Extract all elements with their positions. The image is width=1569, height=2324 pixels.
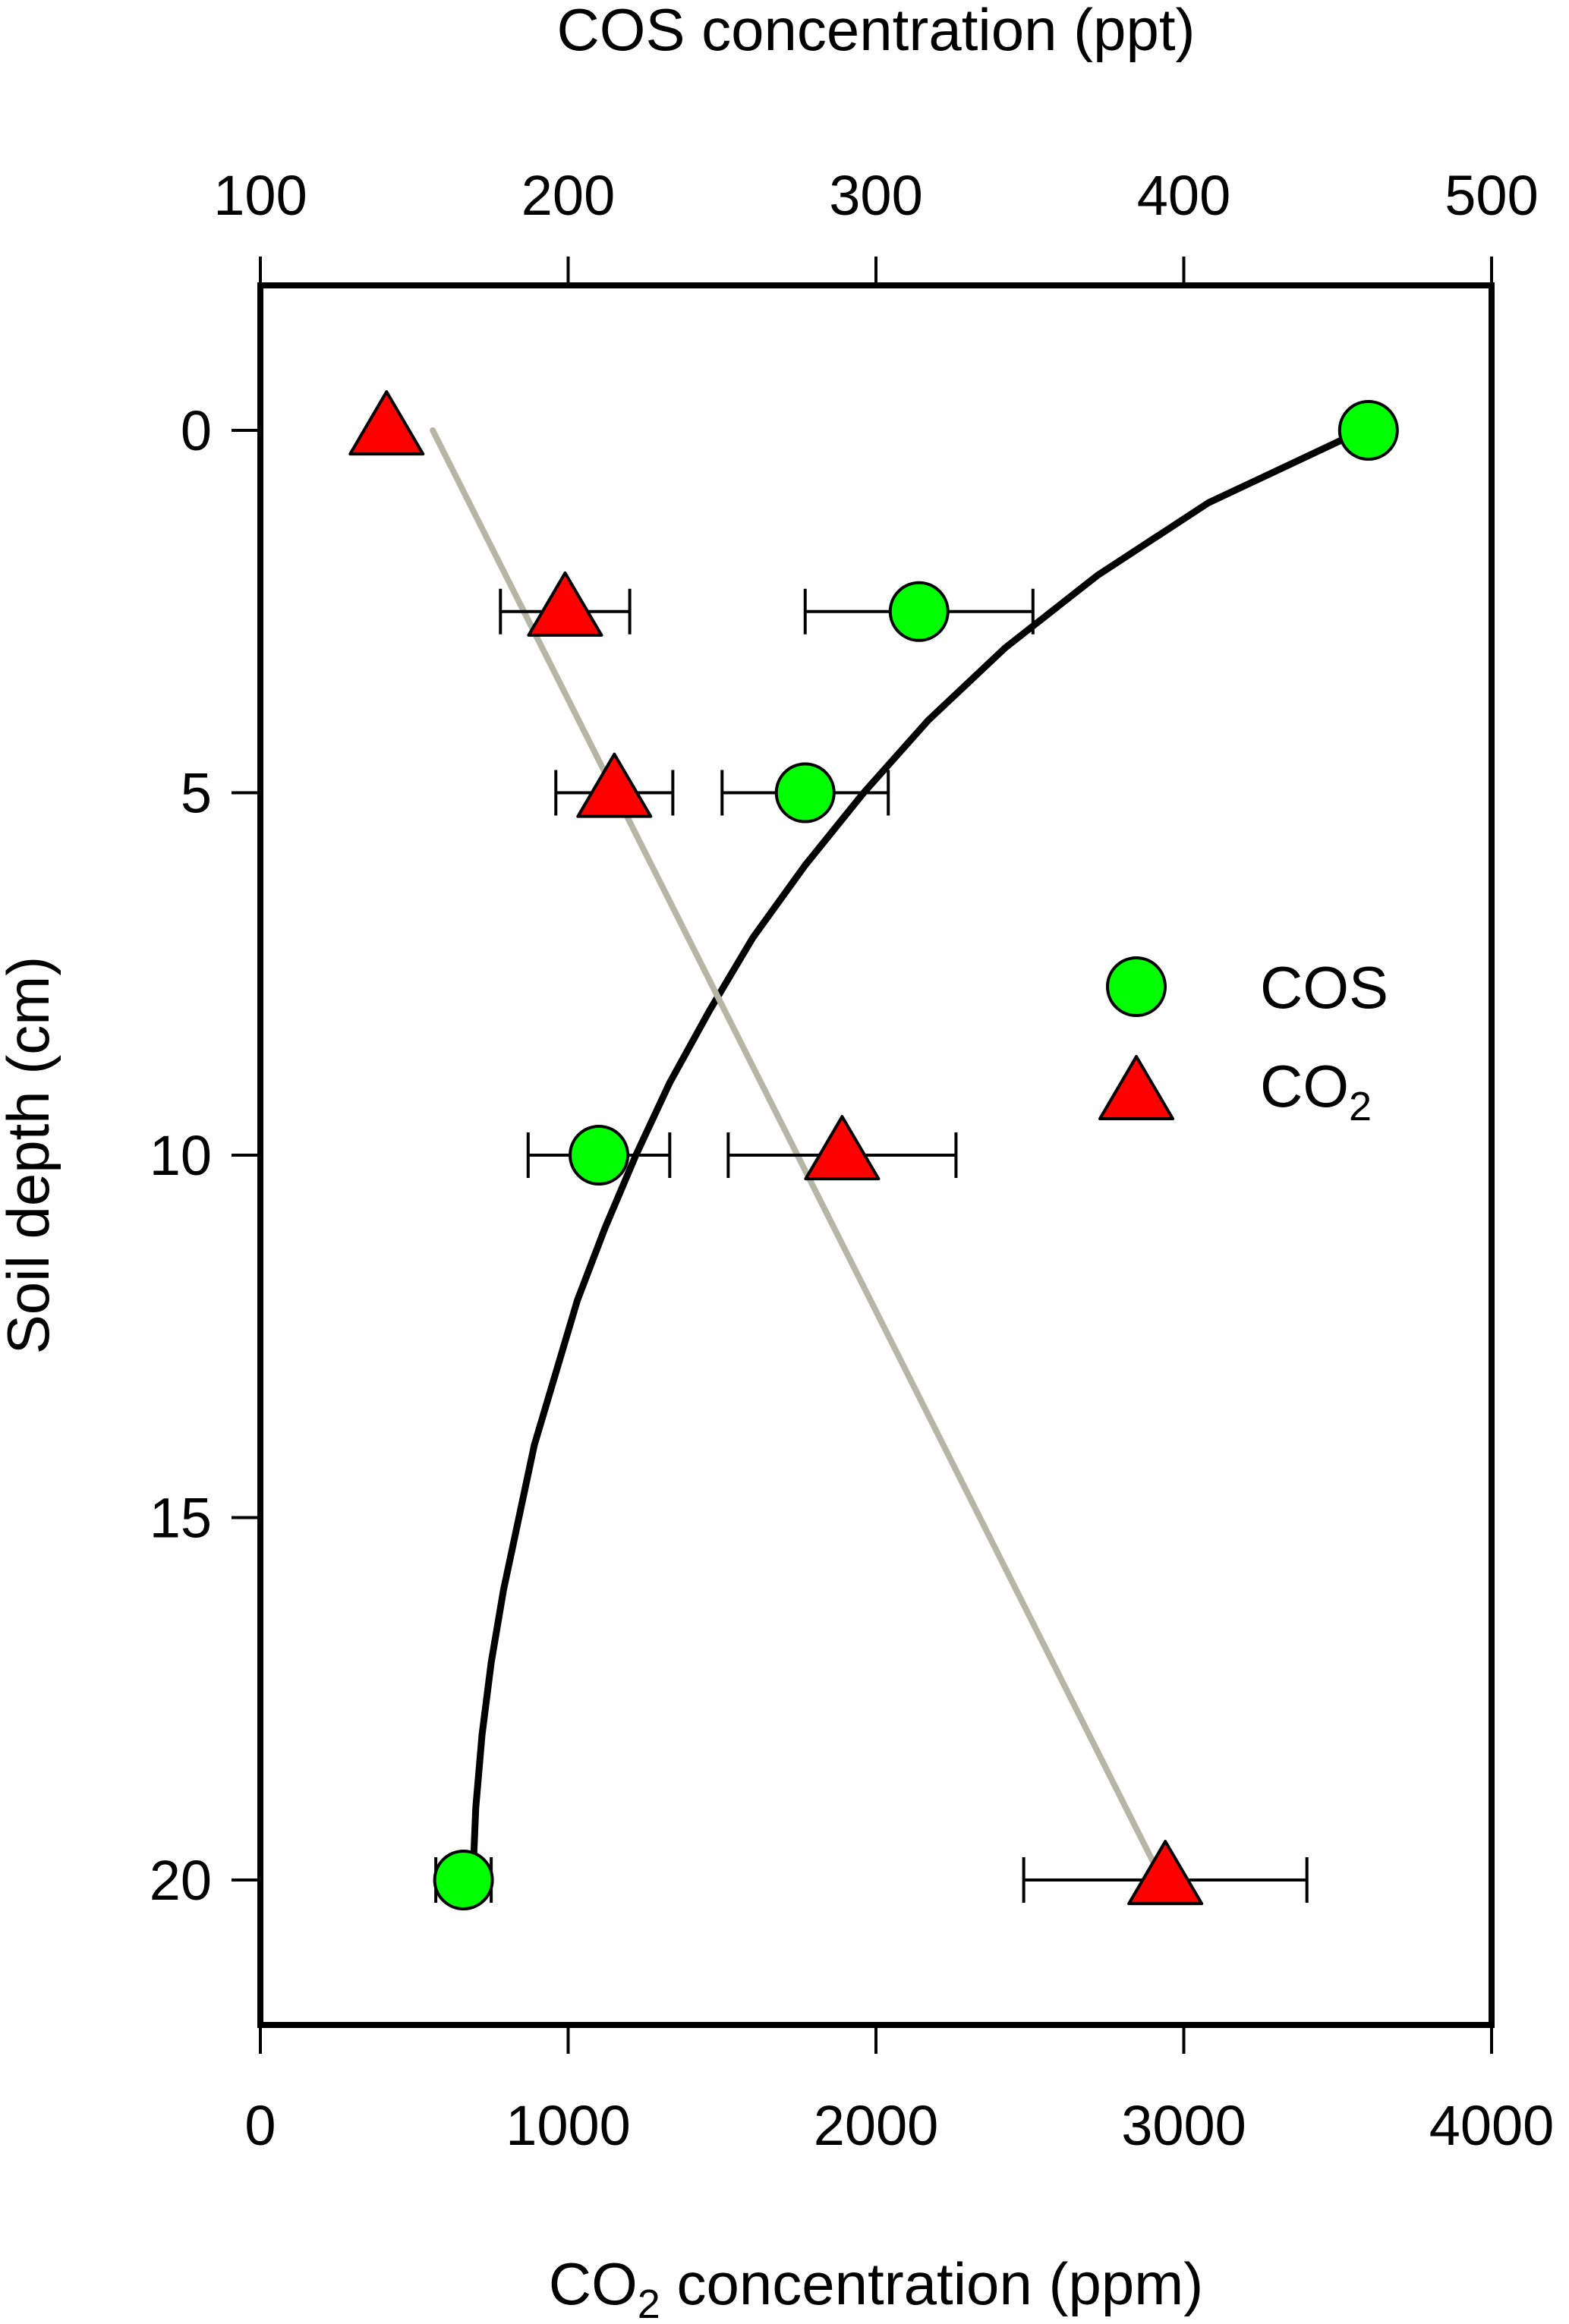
bottom-axis-tick-label-4: 4000 — [1429, 2094, 1555, 2157]
cos-point-2 — [774, 762, 836, 823]
legend-cos-label-text: COS — [1260, 954, 1388, 1021]
y-axis-tick-label-2: 10 — [150, 1124, 212, 1187]
legend-co2-marker — [1098, 1055, 1174, 1120]
bottom-axis-tick-label-2: 2000 — [814, 2094, 939, 2157]
cos-point-0 — [1337, 400, 1399, 461]
bottom-axis-title-part-2: concentration (ppm) — [660, 2250, 1203, 2317]
co2-point-3 — [804, 1115, 881, 1181]
legend-co2-label: CO2 — [1260, 1053, 1372, 1129]
top-axis-title: COS concentration (ppt) — [556, 0, 1195, 63]
co2-point-4 — [1127, 1840, 1204, 1906]
top-axis-tick-label-4: 500 — [1445, 164, 1538, 227]
legend-co2-label-subscript: 2 — [1349, 1084, 1372, 1129]
bottom-axis-title-part-1: CO — [549, 2250, 638, 2317]
y-axis-title: Soil depth (cm) — [0, 956, 61, 1355]
data-markers — [348, 390, 1399, 1910]
cos-point-1 — [888, 581, 950, 642]
bottom-axis-title: CO2 concentration (ppm) — [549, 2250, 1203, 2324]
bottom-axis-tick-label-1: 1000 — [506, 2094, 631, 2157]
y-axis-tick-label-4: 20 — [150, 1849, 212, 1912]
legend: COS CO2 — [1098, 954, 1388, 1129]
cos-point-3 — [569, 1125, 630, 1186]
bottom-axis-title-subscript: 2 — [638, 2281, 660, 2324]
legend-cos-marker — [1106, 956, 1167, 1017]
y-axis-tick-label-1: 5 — [181, 762, 212, 825]
legend-co2-label-part-1: CO — [1260, 1053, 1349, 1119]
axes: 100 200 300 400 500 0 1000 2000 3000 4000 0 5 10 15 20 — [150, 164, 1555, 2157]
top-axis-tick-label-3: 400 — [1137, 164, 1230, 227]
co2-point-2 — [576, 752, 653, 818]
co2-point-0 — [348, 390, 425, 456]
co2-point-1 — [527, 571, 603, 637]
top-axis-tick-label-1: 200 — [521, 164, 615, 227]
legend-cos-label: COS — [1260, 954, 1388, 1021]
y-axis-tick-label-0: 0 — [181, 399, 212, 462]
top-axis-tick-label-2: 300 — [829, 164, 922, 227]
bottom-axis-tick-label-3: 3000 — [1121, 2094, 1246, 2157]
cos-point-4 — [433, 1850, 494, 1910]
bottom-axis-tick-label-0: 0 — [244, 2094, 276, 2157]
top-axis-tick-label-0: 100 — [213, 164, 307, 227]
y-axis-tick-label-3: 15 — [150, 1487, 212, 1550]
